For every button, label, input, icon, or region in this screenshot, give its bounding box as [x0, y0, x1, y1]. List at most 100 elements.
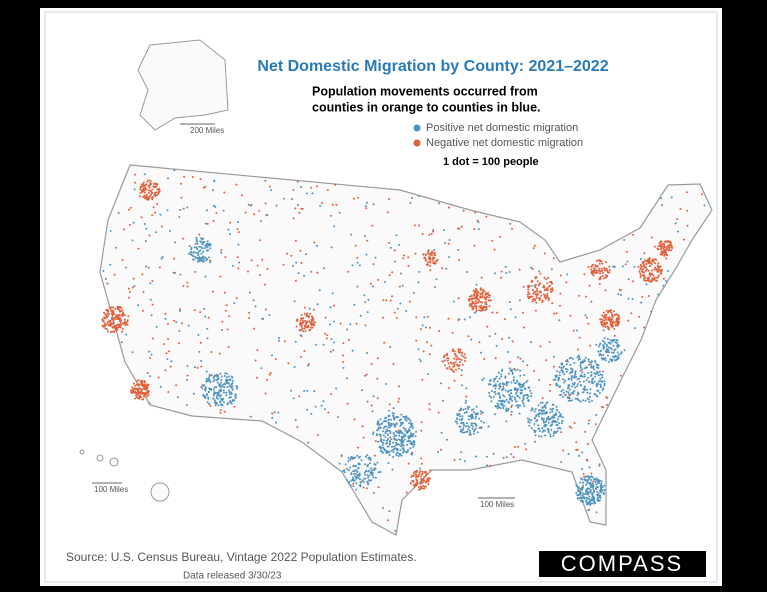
- migration-dot: [389, 246, 392, 249]
- migration-dot: [130, 389, 133, 392]
- migration-dot: [439, 448, 442, 451]
- migration-dot: [559, 274, 562, 277]
- migration-dot: [385, 451, 388, 454]
- migration-dot: [549, 281, 552, 283]
- migration-dot: [625, 250, 628, 253]
- migration-dot: [315, 343, 317, 346]
- migration-dot: [617, 293, 620, 296]
- migration-dot: [420, 421, 423, 424]
- migration-dot: [212, 189, 214, 192]
- migration-dot: [151, 191, 154, 194]
- migration-dot: [399, 439, 402, 442]
- migration-dot: [165, 352, 168, 355]
- migration-dot: [388, 403, 391, 406]
- migration-dot: [561, 370, 564, 373]
- migration-dot: [325, 337, 328, 340]
- migration-dot: [560, 366, 563, 369]
- migration-dot: [517, 356, 520, 359]
- migration-dot: [590, 472, 593, 475]
- migration-dot: [501, 404, 504, 407]
- migration-dot: [548, 389, 551, 392]
- migration-dot: [397, 429, 400, 432]
- migration-dot: [511, 227, 513, 230]
- migration-dot: [508, 393, 511, 396]
- migration-dot: [522, 402, 525, 405]
- migration-dot: [329, 323, 332, 326]
- migration-dot: [167, 350, 170, 353]
- migration-dot: [193, 309, 196, 312]
- migration-dot: [190, 250, 193, 253]
- migration-dot: [559, 292, 562, 295]
- migration-dot: [379, 427, 382, 430]
- migration-dot: [248, 311, 251, 314]
- migration-dot: [641, 295, 644, 298]
- migration-dot: [603, 382, 606, 385]
- migration-dot: [179, 308, 182, 311]
- migration-dot: [510, 410, 513, 413]
- title: Net Domestic Migration by County: 2021–2…: [257, 58, 608, 75]
- migration-dot: [571, 368, 574, 371]
- migration-dot: [233, 405, 236, 408]
- migration-dot: [586, 391, 589, 394]
- migration-dot: [409, 201, 412, 204]
- migration-dot: [437, 451, 439, 453]
- migration-dot: [296, 180, 299, 183]
- migration-dot: [413, 485, 416, 488]
- migration-dot: [475, 307, 478, 310]
- migration-dot: [142, 392, 145, 395]
- migration-dot: [212, 220, 215, 222]
- migration-dot: [615, 319, 618, 322]
- migration-dot: [109, 263, 112, 266]
- migration-dot: [509, 398, 512, 401]
- migration-dot: [167, 391, 170, 393]
- migration-dot: [527, 386, 530, 389]
- migration-dot: [158, 190, 161, 193]
- migration-dot: [616, 324, 619, 327]
- migration-dot: [266, 213, 269, 216]
- migration-dot: [188, 252, 190, 255]
- migration-dot: [367, 457, 370, 460]
- migration-dot: [593, 501, 596, 504]
- migration-dot: [604, 342, 606, 345]
- migration-dot: [223, 375, 226, 377]
- migration-dot: [351, 476, 354, 479]
- migration-dot: [592, 495, 595, 498]
- migration-dot: [578, 454, 580, 457]
- migration-dot: [204, 222, 207, 225]
- migration-dot: [323, 267, 325, 270]
- migration-dot: [299, 319, 302, 322]
- migration-dot: [155, 325, 158, 328]
- migration-dot: [142, 195, 145, 198]
- migration-dot: [398, 419, 401, 422]
- migration-dot: [200, 385, 203, 388]
- migration-dot: [271, 417, 274, 419]
- migration-dot: [231, 376, 234, 379]
- migration-dot: [131, 386, 134, 389]
- migration-dot: [126, 320, 129, 323]
- migration-dot: [471, 305, 474, 308]
- migration-dot: [388, 454, 391, 456]
- migration-dot: [496, 407, 499, 410]
- migration-dot: [364, 374, 367, 377]
- migration-dot: [412, 445, 415, 448]
- migration-dot: [458, 413, 461, 415]
- migration-dot: [335, 204, 338, 206]
- migration-dot: [200, 246, 203, 249]
- migration-dot: [142, 290, 145, 293]
- migration-dot: [587, 266, 590, 268]
- release-note: Data released 3/30/23: [183, 571, 282, 582]
- migration-dot: [484, 309, 487, 312]
- migration-dot: [578, 399, 581, 402]
- migration-dot: [196, 242, 199, 245]
- migration-dot: [473, 430, 475, 433]
- migration-dot: [258, 209, 261, 212]
- migration-dot: [455, 420, 458, 423]
- migration-dot: [147, 185, 150, 187]
- migration-dot: [145, 195, 148, 198]
- migration-dot: [386, 441, 389, 444]
- migration-dot: [481, 379, 483, 381]
- migration-dot: [470, 424, 473, 427]
- migration-dot: [393, 425, 396, 428]
- migration-dot: [144, 381, 146, 384]
- migration-dot: [202, 250, 205, 253]
